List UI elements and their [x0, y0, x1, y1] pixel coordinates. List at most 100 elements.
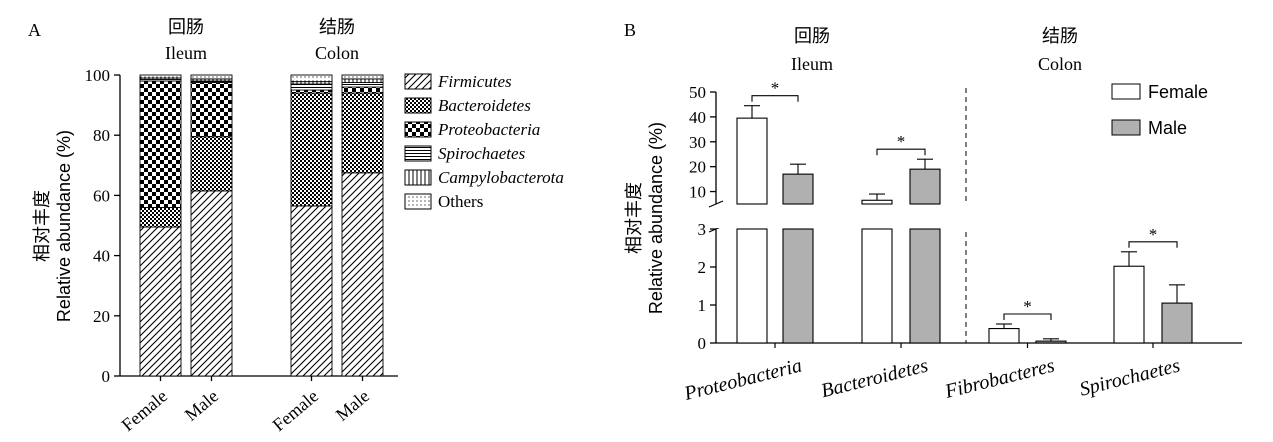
y-tick-label: 50 [689, 83, 706, 102]
panel-b-group-ileum-cn: 回肠 [794, 26, 830, 46]
legend-label: Campylobacterota [438, 168, 564, 187]
x-tick-label: Proteobacteria [681, 355, 804, 406]
bar-segment [139, 74, 182, 79]
legend-swatch [404, 121, 432, 138]
bar-female-upper [736, 117, 768, 205]
bar-segment [290, 74, 333, 83]
panel-a-x-labels: Female Male Female Male [118, 386, 373, 435]
bar-segment [290, 205, 333, 377]
bar-male [1161, 302, 1193, 344]
panel-b-ylabel: Relative abundance (%) [646, 122, 666, 314]
y-tick-label: 2 [698, 258, 707, 277]
bar-segment [341, 92, 384, 174]
panel-a-group-ileum-en: Ileum [165, 43, 207, 63]
y-tick-label: 80 [93, 126, 110, 145]
legend-swatch [404, 73, 432, 90]
y-tick-label: 20 [93, 307, 110, 326]
significance-bracket [751, 95, 799, 102]
legend-label: Firmicutes [437, 72, 512, 91]
significance-star: * [1023, 297, 1032, 316]
panel-a-ylabel: Relative abundance (%) [54, 130, 74, 322]
bar-segment [290, 83, 333, 91]
x-tick-label: Bacteroidetes [819, 354, 931, 402]
legend-label: Others [438, 192, 483, 211]
panel-a-group-colon-cn: 结肠 [319, 17, 355, 37]
panel-b-legend: Female Male [1111, 82, 1208, 138]
bar-segment [139, 206, 182, 228]
panel-b-ylabel-cn: 相对丰度 [624, 182, 644, 254]
bar-segment [341, 172, 384, 377]
y-tick-label: 10 [689, 183, 706, 202]
y-tick-label: 20 [689, 158, 706, 177]
bar-female [1113, 265, 1145, 344]
panel-a: A 相对丰度 Relative abundance (%) 回肠 Ileum 结… [28, 17, 564, 435]
bar-female-upper [861, 199, 893, 205]
bar-segment [139, 226, 182, 377]
bar-segment [139, 80, 182, 208]
bar-segment [190, 136, 233, 192]
bar-segment [341, 86, 384, 94]
x-tick-label: Male [181, 386, 222, 425]
panel-b-group-ileum-en: Ileum [791, 54, 833, 74]
y-tick-label: 0 [698, 334, 707, 353]
bar-female [988, 328, 1020, 344]
y-tick-label: 3 [698, 220, 707, 239]
legend-swatch [404, 97, 432, 114]
x-tick-label: Male [332, 386, 373, 425]
panel-a-group-ileum-cn: 回肠 [168, 17, 204, 37]
x-tick-label: Female [269, 386, 322, 435]
axis-break-mark [708, 200, 724, 208]
bar-female [861, 228, 893, 344]
legend-label: Proteobacteria [437, 120, 540, 139]
y-tick-label: 100 [85, 66, 111, 85]
legend-label: Female [1148, 82, 1208, 102]
panel-b-bars: * * * * [717, 79, 1237, 344]
axis-break-gap [717, 205, 1237, 228]
y-tick-label: 0 [102, 367, 111, 386]
significance-star: * [771, 79, 780, 98]
y-tick-label: 30 [689, 133, 706, 152]
panel-a-ylabel-cn: 相对丰度 [32, 190, 52, 262]
panel-b-y-axis: 0 1 2 3 10 20 30 40 50 [689, 83, 1242, 353]
legend-swatch [404, 169, 432, 186]
bar-segment [341, 82, 384, 88]
legend-swatch [404, 145, 432, 162]
bar-female [736, 228, 768, 344]
x-tick-label: Female [118, 386, 171, 435]
legend-label: Bacteroidetes [438, 96, 531, 115]
bar-segment [341, 78, 384, 83]
significance-bracket [876, 148, 926, 156]
bar-segment [190, 82, 233, 138]
panel-b: B 相对丰度 Relative abundance (%) 回肠 Ileum 结… [624, 20, 1242, 405]
x-tick-label: Spirochaetes [1077, 354, 1182, 400]
bar-segment [290, 92, 333, 207]
bar-male-upper [909, 168, 941, 205]
legend-swatch [404, 193, 432, 210]
y-tick-label: 40 [93, 247, 110, 266]
significance-bracket [1128, 241, 1178, 248]
significance-bracket [1003, 313, 1052, 320]
significance-star: * [1149, 225, 1158, 244]
y-tick-label: 40 [689, 108, 706, 127]
panel-a-bars [139, 74, 384, 377]
panel-a-legend: Firmicutes Bacteroidetes Proteobacteria Spi… [404, 72, 564, 211]
legend-label: Spirochaetes [438, 144, 526, 163]
y-tick-label: 1 [698, 296, 707, 315]
bar-male-upper [782, 173, 814, 205]
legend-swatch [1111, 119, 1141, 136]
bar-segment [290, 89, 333, 94]
x-tick-label: Fibrobacteres [942, 354, 1057, 403]
significance-star: * [897, 132, 906, 151]
panel-a-y-axis: 0 20 40 60 80 100 [85, 66, 398, 386]
bar-segment [190, 190, 233, 377]
panel-b-group-colon-en: Colon [1038, 54, 1082, 74]
bar-segment [190, 74, 233, 80]
panel-b-group-colon-cn: 结肠 [1042, 26, 1078, 46]
panel-a-label: A [28, 20, 41, 40]
bar-male [909, 228, 941, 344]
y-tick-label: 60 [93, 186, 110, 205]
bar-segment [341, 74, 384, 80]
bar-male [1035, 340, 1067, 344]
bar-male [782, 228, 814, 344]
